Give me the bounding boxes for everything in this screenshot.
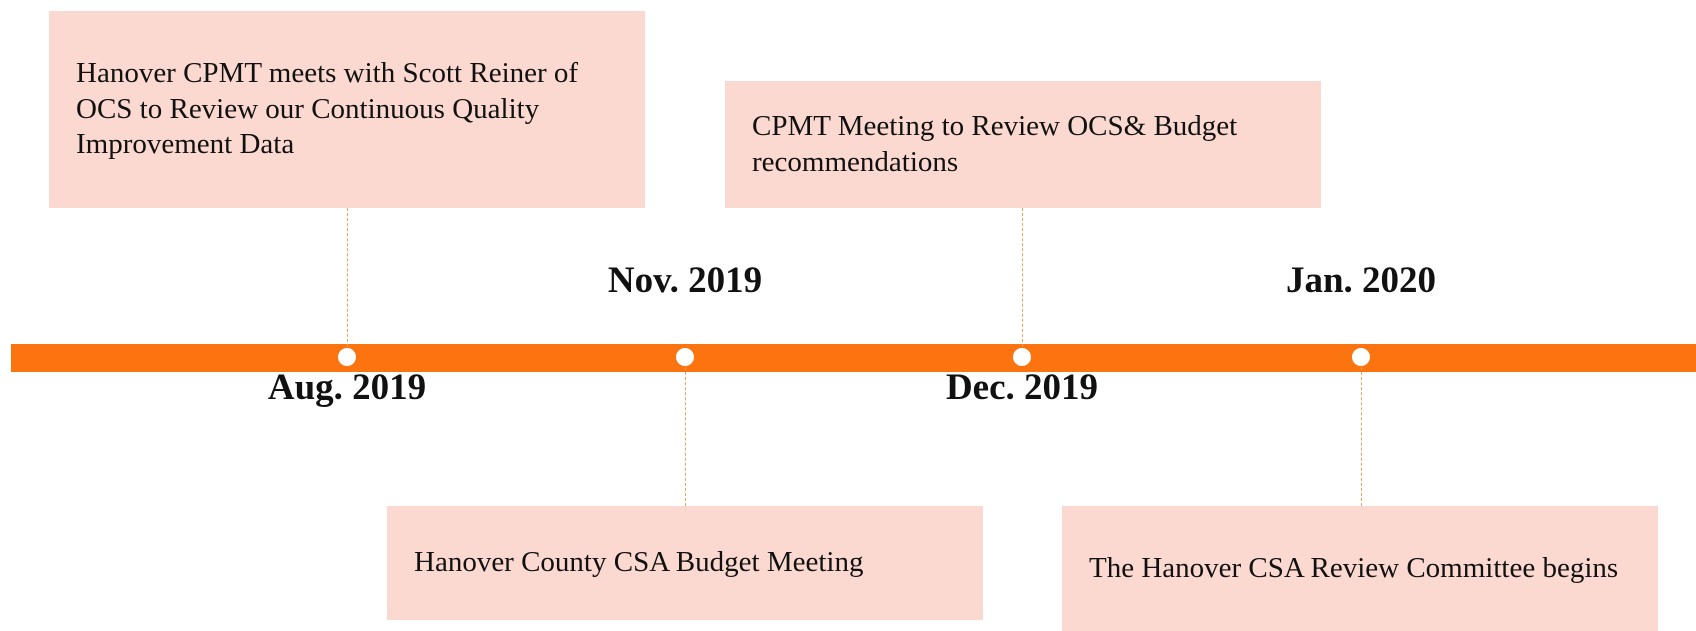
timeline-dot (1013, 348, 1031, 366)
event-date: Dec. 2019 (945, 367, 1099, 408)
connector (1361, 357, 1362, 506)
timeline-dot (338, 348, 356, 366)
event-box: Hanover County CSA Budget Meeting (387, 506, 983, 620)
connector (1022, 208, 1023, 357)
event-text: CPMT Meeting to Review OCS& Budget recom… (752, 110, 1238, 178)
event-box: The Hanover CSA Review Committee begins (1062, 506, 1658, 631)
event-date: Nov. 2019 (607, 260, 763, 301)
event-date: Jan. 2020 (1285, 260, 1437, 301)
event-box: Hanover CPMT meets with Scott Reiner of … (49, 11, 645, 208)
connector (347, 208, 348, 357)
event-text: Hanover County CSA Budget Meeting (414, 546, 864, 579)
event-box: CPMT Meeting to Review OCS& Budget recom… (725, 81, 1321, 208)
event-text: The Hanover CSA Review Committee begins (1089, 551, 1619, 584)
connector (685, 357, 686, 506)
timeline-dot (1352, 348, 1370, 366)
timeline-dot (676, 348, 694, 366)
event-date: Aug. 2019 (267, 367, 427, 408)
timeline-bar (11, 344, 1696, 372)
event-text: Hanover CPMT meets with Scott Reiner of … (76, 57, 579, 161)
